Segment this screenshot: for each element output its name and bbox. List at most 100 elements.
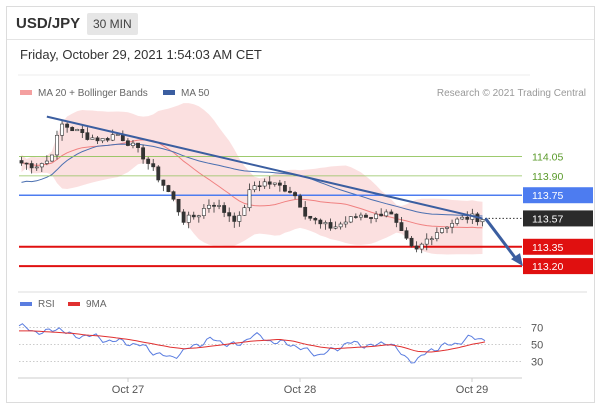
legend-ma50-label: MA 50 (181, 88, 210, 99)
candle (70, 126, 75, 132)
candle-body (161, 179, 166, 186)
candle-body (39, 163, 44, 168)
candle-body (358, 214, 363, 218)
candle-body (85, 132, 90, 140)
candle (348, 215, 353, 224)
candle-body (166, 185, 171, 192)
candle (338, 221, 343, 230)
candle (171, 190, 176, 202)
rsi-tick-30: 30 (531, 357, 543, 369)
candle (308, 215, 313, 221)
research-credit: Research © 2021 Trading Central (437, 88, 586, 99)
candle-body (277, 182, 282, 186)
candle-body (65, 123, 70, 128)
candle-body (272, 182, 277, 185)
candle-body (217, 205, 221, 207)
candle (364, 212, 368, 218)
candle-body (176, 198, 181, 213)
candle (227, 207, 232, 222)
candle (323, 220, 328, 230)
level-label-113.57: 113.57 (532, 213, 563, 225)
candle-body (201, 208, 206, 216)
candle-body (389, 211, 394, 215)
candle-body (232, 215, 237, 222)
candle (242, 204, 247, 216)
candle (85, 127, 90, 141)
forecast-arrow-head (511, 253, 523, 267)
candle-body (429, 238, 434, 241)
candle (445, 226, 449, 234)
legend-rsi-ma-swatch (68, 302, 80, 306)
candle (151, 158, 156, 171)
candle (262, 178, 267, 189)
candle-body (267, 181, 272, 185)
candle (414, 241, 419, 253)
candle-body (146, 158, 151, 164)
candle (343, 216, 348, 228)
candle (424, 233, 429, 251)
candle (166, 184, 171, 193)
chart-datetime: Friday, October 29, 2021 1:54:03 AM CET (20, 47, 262, 62)
x-tick-label: Oct 28 (284, 384, 316, 396)
candle-body (207, 204, 211, 209)
candle (161, 179, 166, 192)
candle-body (171, 191, 176, 200)
level-tag-113.20 (523, 258, 593, 275)
candle-body (384, 211, 389, 217)
candle-body (348, 216, 353, 223)
candle-body (105, 138, 110, 141)
candle (131, 140, 135, 149)
candle (353, 213, 358, 219)
legend-rsi-swatch (20, 302, 32, 306)
candle (201, 204, 206, 219)
candle-body (480, 219, 485, 223)
candle-body (465, 216, 470, 220)
candle-body (323, 222, 328, 225)
candle (29, 160, 34, 174)
candle-body (136, 142, 140, 148)
candle-body (394, 213, 399, 223)
level-label-114.05: 114.05 (532, 152, 563, 164)
candle-body (333, 226, 338, 229)
candle (409, 236, 414, 248)
candle (24, 162, 29, 170)
x-tick-label: Oct 29 (456, 384, 488, 396)
candle (176, 198, 181, 216)
level-label-113.90: 113.90 (532, 171, 563, 183)
candle (358, 212, 363, 221)
candle-body (369, 217, 373, 219)
candle-body (298, 195, 303, 208)
forecast-arrow-shaft (484, 217, 519, 262)
candle-body (404, 230, 409, 239)
level-label-113.75: 113.75 (532, 190, 563, 202)
candle-body (29, 163, 34, 169)
candle (455, 217, 460, 226)
candle (232, 212, 237, 228)
widget-header: USD/JPY 30 MIN (7, 7, 594, 40)
candle-body (283, 185, 287, 192)
candle (277, 179, 282, 192)
candle-body (262, 181, 267, 187)
candle-body (455, 218, 460, 224)
candle-body (252, 185, 257, 191)
candle (65, 122, 70, 133)
timeframe-badge[interactable]: 30 MIN (87, 13, 138, 35)
candle (374, 211, 379, 223)
candle (333, 221, 338, 230)
candle (34, 163, 39, 171)
candle (156, 165, 161, 183)
candle-body (115, 134, 120, 136)
candle (460, 215, 465, 221)
candle-body (70, 127, 75, 132)
candle (379, 208, 384, 217)
x-tick-label: Oct 27 (112, 384, 144, 396)
candle (191, 211, 196, 220)
candle (95, 136, 100, 144)
candle-body (374, 213, 379, 219)
candle (440, 227, 444, 234)
candle (465, 211, 470, 224)
candle (293, 191, 297, 200)
candle (384, 209, 389, 218)
candle (105, 136, 110, 143)
candle (44, 155, 49, 166)
